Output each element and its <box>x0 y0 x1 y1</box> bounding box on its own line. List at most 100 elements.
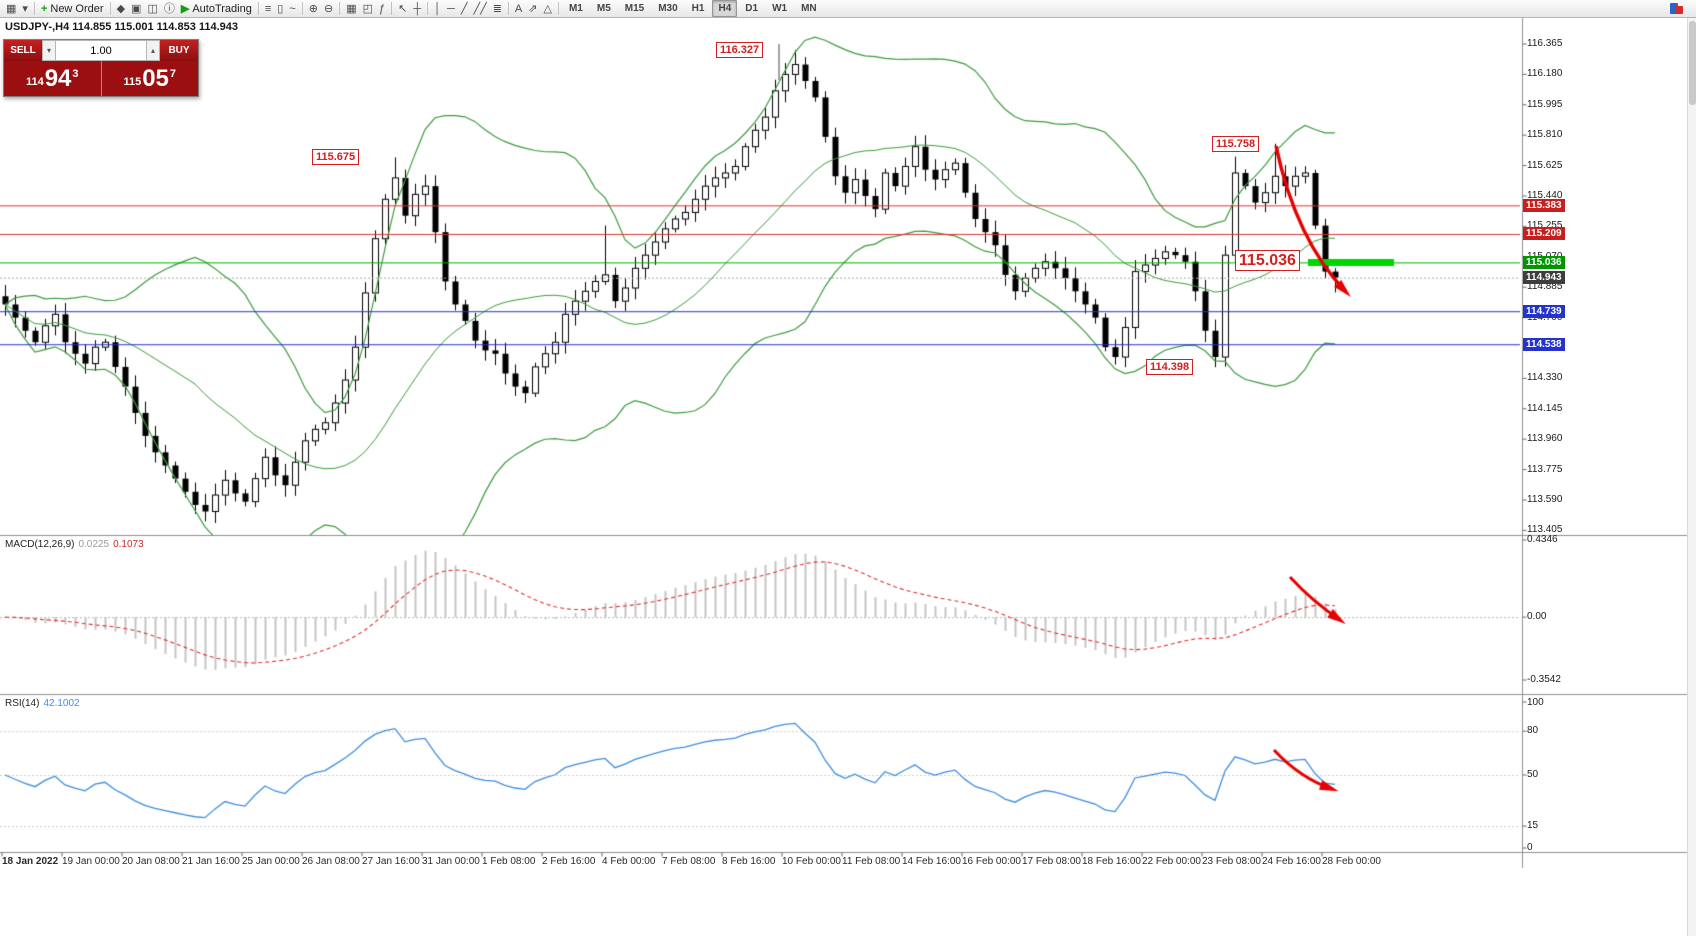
sell-price-pipette: 3 <box>72 68 79 80</box>
crosshair-icon: ┼ <box>413 2 422 15</box>
expert-advisors-button[interactable]: ◆ <box>114 1 128 17</box>
timeframe-m30-button[interactable]: M30 <box>658 3 678 14</box>
price-annotation-115758[interactable]: 115.758 <box>1212 136 1260 152</box>
price-annotation-114398[interactable]: 114.398 <box>1146 359 1194 375</box>
price-axis-label: 113.405 <box>1527 524 1563 536</box>
price-tag-115036: 115.036 <box>1523 255 1565 269</box>
price-annotation-115036[interactable]: 115.036 <box>1235 250 1300 271</box>
time-axis-label: 25 Jan 00:00 <box>242 856 300 867</box>
lot-decrease-button[interactable]: ▾ <box>42 40 56 61</box>
chart-dropdown-button[interactable]: ▾ <box>19 1 31 17</box>
tile-windows-button[interactable]: ◰ <box>360 1 376 17</box>
market-watch-button[interactable]: ▣ <box>128 1 144 17</box>
cursor-button[interactable]: ↖ <box>395 1 410 17</box>
rsi-scale-label: 0 <box>1527 842 1533 853</box>
channel-icon: ╱╱ <box>473 2 487 15</box>
autotrading-button-label: AutoTrading <box>192 2 252 15</box>
autotrading-button[interactable]: ▶ AutoTrading <box>178 1 255 17</box>
new-order-button-label: New Order <box>50 2 104 15</box>
text-button[interactable]: A <box>512 1 525 17</box>
candlestick-chart-icon: ▯ <box>277 2 284 15</box>
autotrading-icon: ▶ <box>180 2 190 15</box>
timeframe-m1-button[interactable]: M1 <box>568 3 583 14</box>
expert-advisors-icon: ◆ <box>116 2 126 15</box>
rsi-scale-label: 50 <box>1527 769 1539 780</box>
timeframe-h4-button[interactable]: H4 <box>712 0 738 17</box>
price-axis-label: 115.810 <box>1527 129 1563 141</box>
lot-size-input[interactable] <box>56 40 146 61</box>
macd-scale-label: -0.3542 <box>1527 674 1561 685</box>
sell-button[interactable]: SELL <box>4 40 42 61</box>
chart-dropdown-icon: ▾ <box>22 2 28 15</box>
macd-signal-value: 0.1073 <box>113 539 144 550</box>
sell-price-button[interactable]: 114 94 3 <box>4 61 102 96</box>
fibonacci-button[interactable]: ≣ <box>490 1 505 17</box>
data-window-button[interactable]: ◫ <box>144 1 160 17</box>
price-annotation-115675[interactable]: 115.675 <box>312 149 360 165</box>
toolbar-separator <box>427 2 429 15</box>
macd-indicator-label: MACD(12,26,9) 0.0225 0.1073 <box>5 539 144 550</box>
zoom-out-button[interactable]: ⊖ <box>321 1 336 17</box>
rsi-scale-label: 15 <box>1527 820 1539 832</box>
zoom-in-button[interactable]: ⊕ <box>306 1 321 17</box>
line-chart-icon: ~ <box>289 2 296 15</box>
new-order-button[interactable]: + New Order <box>38 1 107 17</box>
time-axis-label: 21 Jan 16:00 <box>182 856 240 867</box>
buy-button[interactable]: BUY <box>160 40 198 61</box>
rsi-scale-label: 100 <box>1527 697 1544 708</box>
new-chart-button[interactable]: ▦ <box>3 1 19 17</box>
toolbar-separator <box>507 2 509 15</box>
toolbar-separator <box>301 2 303 15</box>
auto-arrange-button[interactable]: ▦ <box>343 1 359 17</box>
one-click-trading-panel: SELL ▾ ▴ BUY 114 94 3 115 05 7 <box>3 39 199 97</box>
time-axis-label: 24 Feb 16:00 <box>1262 856 1321 867</box>
timeframe-m5-button[interactable]: M5 <box>596 3 611 14</box>
toolbar-separator <box>557 2 559 15</box>
macd-scale-label: 0.4346 <box>1527 534 1558 545</box>
buy-price-big: 05 <box>142 64 169 92</box>
trendline-button[interactable]: ╱ <box>458 1 471 17</box>
channel-button[interactable]: ╱╱ <box>470 1 489 17</box>
shapes-button[interactable]: △ <box>540 1 554 17</box>
time-axis-label: 4 Feb 00:00 <box>602 856 656 867</box>
vertical-scrollbar[interactable] <box>1687 18 1696 936</box>
scrollbar-thumb[interactable] <box>1689 21 1696 105</box>
buy-price-button[interactable]: 115 05 7 <box>102 61 199 96</box>
price-axis-label: 113.775 <box>1527 463 1563 475</box>
timeframe-m15-button[interactable]: M15 <box>624 3 645 14</box>
rsi-name: RSI(14) <box>5 698 40 709</box>
price-annotation-116327[interactable]: 116.327 <box>716 42 764 58</box>
timeframe-w1-button[interactable]: W1 <box>772 3 788 14</box>
toolbar: ▦ ▾ + New Order ◆ ▣ ◫ ⓘ ▶ AutoTrading ≡ ▯ ~ ⊕ ⊖ ▦ ◰ ƒ ↖ ┼ │ ─… <box>0 0 1696 18</box>
data-window-icon: ◫ <box>147 2 158 15</box>
line-chart-button[interactable]: ~ <box>286 1 298 17</box>
candlestick-chart-button[interactable]: ▯ <box>274 1 286 17</box>
toolbar-separator <box>391 2 393 15</box>
price-axis-label: 113.590 <box>1527 494 1563 505</box>
bar-chart-button[interactable]: ≡ <box>262 1 274 17</box>
price-axis-label: 115.440 <box>1527 190 1563 201</box>
info-button[interactable]: ⓘ <box>161 1 178 17</box>
time-axis-label: 7 Feb 08:00 <box>662 856 716 867</box>
timeframe-h1-button[interactable]: H1 <box>691 3 705 14</box>
crosshair-button[interactable]: ┼ <box>410 1 424 17</box>
tile-windows-icon: ◰ <box>362 2 374 15</box>
rsi-value: 42.1002 <box>43 698 80 709</box>
arrows-button[interactable]: ⇗ <box>525 1 540 17</box>
sell-price-big: 94 <box>44 64 72 92</box>
timeframe-mn-button[interactable]: MN <box>801 3 817 14</box>
horizontal-line-button[interactable]: ─ <box>444 1 458 17</box>
price-axis-label: 116.180 <box>1527 68 1563 80</box>
timeframe-d1-button[interactable]: D1 <box>745 3 759 14</box>
time-axis-label: 10 Feb 00:00 <box>782 856 841 867</box>
price-axis-label: 116.365 <box>1527 38 1563 49</box>
indicators-button[interactable]: ƒ <box>376 1 388 17</box>
info-icon: ⓘ <box>163 2 175 15</box>
price-tag-114943: 114.943 <box>1523 271 1565 285</box>
time-axis-label: 18 Feb 16:00 <box>1082 856 1141 867</box>
time-axis-label: 11 Feb 08:00 <box>842 856 901 867</box>
lot-increase-button[interactable]: ▴ <box>146 40 160 61</box>
time-axis-label: 2 Feb 16:00 <box>542 856 596 867</box>
vertical-line-button[interactable]: │ <box>431 1 444 17</box>
